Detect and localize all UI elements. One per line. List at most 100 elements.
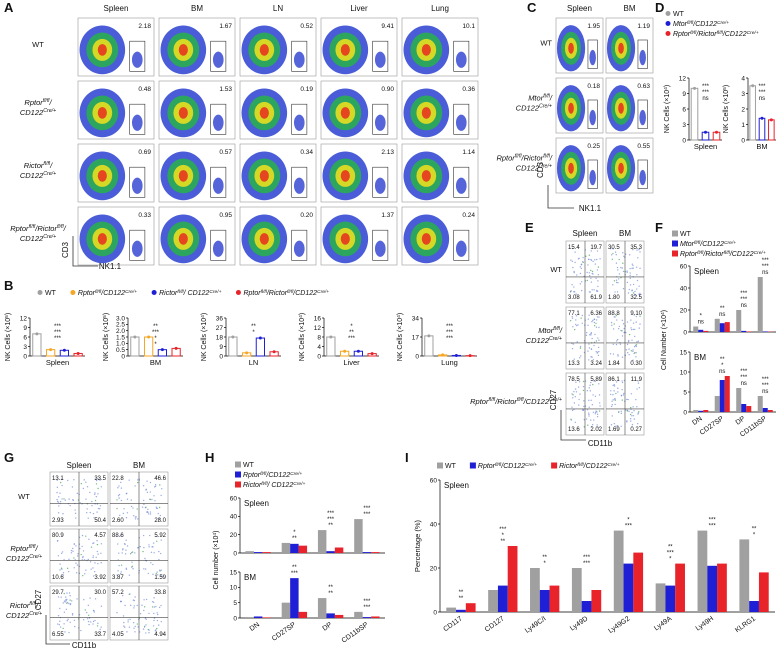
quadrant-percent: 0.30 [630, 361, 642, 367]
bar [255, 337, 265, 357]
cell-dot [82, 556, 84, 559]
cell-dot [591, 423, 594, 426]
y-axis-label: Percentage (%) [413, 519, 422, 572]
cell-dot [583, 405, 585, 408]
y-tick-label: 0 [121, 353, 125, 360]
cell-dot [626, 343, 629, 346]
row-label: WT [540, 39, 552, 48]
cell-dot [76, 555, 79, 557]
cell-dot [597, 274, 600, 276]
cell-dot [596, 352, 598, 354]
y-tick-label: 12 [20, 315, 28, 322]
cell-dot [96, 540, 98, 542]
row-label: CD122Cre/+ [526, 336, 562, 345]
cell-dot [572, 326, 574, 328]
significance: ** [459, 596, 464, 602]
bar [719, 380, 725, 412]
legend-label: Mtorfl/fl/CD122Cre/+ [680, 240, 736, 249]
cell-dot [575, 319, 577, 321]
cell-dot [596, 258, 598, 261]
cell-dot [591, 356, 593, 358]
quadrant-percent: 6.36 [590, 311, 602, 317]
cell-dot [73, 479, 75, 481]
legend-label: Rptorfl/fl/CD122Cre/+ [78, 289, 137, 298]
significance: *** [363, 599, 371, 605]
bar [714, 318, 720, 332]
cell-dot [74, 509, 76, 511]
cell-dot [116, 611, 118, 614]
legend-marker [665, 11, 671, 16]
cell-dot [591, 270, 594, 273]
cell-dot [152, 563, 154, 566]
text-part: / [549, 94, 553, 103]
cell-dot [61, 551, 64, 553]
bar [655, 583, 666, 612]
cell-dot [625, 331, 627, 334]
legend-marker [235, 481, 241, 488]
legend-marker [235, 290, 241, 295]
cell-cloud [340, 170, 350, 182]
superscript: fl/fl [29, 224, 37, 230]
cell-dot [623, 327, 625, 330]
cell-dot [571, 260, 573, 263]
cell-dot [144, 557, 146, 560]
cell-dot [76, 598, 78, 600]
cell-dot [72, 498, 74, 501]
y-tick-label: 5 [683, 389, 687, 396]
chart-subtitle: Spleen [244, 499, 269, 508]
text-part: ) [723, 85, 730, 87]
gate-percent: 1.67 [219, 23, 232, 30]
bar [719, 323, 725, 332]
significance: *** [327, 517, 335, 523]
significance: *** [762, 383, 770, 389]
cell-dot [136, 604, 138, 607]
gate-percent: 0.36 [462, 86, 475, 93]
cell-dot [100, 605, 103, 607]
cell-dot [574, 323, 577, 326]
bar [497, 585, 508, 612]
cell-dot [77, 553, 79, 555]
cell-dot [155, 605, 157, 608]
quadrant-percent: 30.5 [608, 245, 620, 251]
superscript: fl/fl [57, 224, 65, 230]
cell-dot [633, 314, 635, 316]
significance: ** [668, 545, 673, 551]
significance: *** [327, 511, 335, 517]
cell-dot [143, 609, 145, 612]
superscript: 4 [660, 312, 666, 315]
cell-dot [574, 421, 577, 424]
cell-dot [628, 348, 630, 350]
bar [245, 551, 254, 553]
cell-dot [98, 478, 100, 481]
cell-cloud [374, 114, 386, 131]
significance: *** [740, 369, 748, 375]
cell-dot [588, 415, 590, 417]
cell-dot [634, 335, 636, 338]
quadrant-percent: 9.10 [630, 311, 642, 317]
significance: ** [328, 523, 333, 529]
quadrant-percent: 4.57 [94, 533, 106, 539]
cell-dot [85, 511, 88, 514]
cell-dot [616, 340, 618, 342]
cell-dot [119, 535, 122, 537]
cell-dot [160, 539, 162, 541]
cell-cloud [421, 233, 431, 245]
cell-dot [593, 325, 596, 327]
significance: *** [499, 527, 507, 533]
cell-dot [134, 485, 136, 487]
y-tick-label: 8 [317, 334, 321, 341]
cell-dot [59, 563, 61, 565]
cell-dot [73, 557, 75, 559]
cell-dot [154, 484, 157, 486]
quadrant-percent: 0.27 [630, 427, 642, 433]
category-label: DN [691, 415, 703, 427]
cell-dot [588, 274, 591, 277]
quadrant-percent: 88.8 [608, 311, 620, 317]
text-part: / [549, 154, 553, 163]
cell-dot [97, 487, 99, 490]
gate [210, 166, 227, 198]
bar [290, 543, 299, 553]
cell-dot [74, 512, 77, 515]
cell-dot [579, 266, 582, 268]
